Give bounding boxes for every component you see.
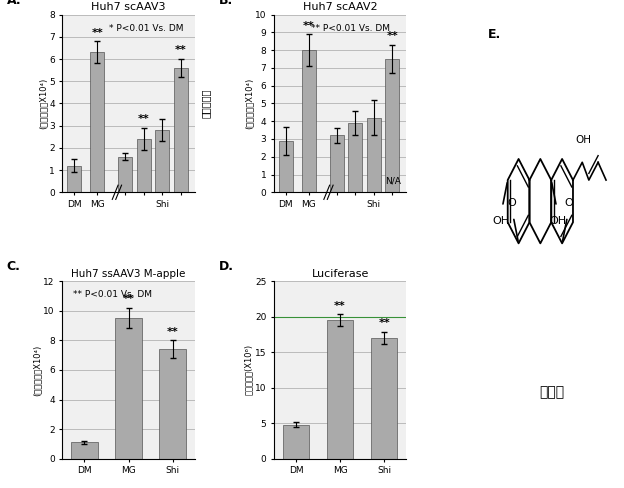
Text: **: ** <box>138 114 150 124</box>
Text: **: ** <box>167 327 178 337</box>
Bar <box>173 68 188 192</box>
Y-axis label: 相对光单位(X10⁶): 相对光单位(X10⁶) <box>245 345 253 395</box>
Bar <box>348 123 362 192</box>
Text: 转基因表达: 转基因表达 <box>200 89 210 118</box>
Text: **: ** <box>123 294 134 304</box>
Text: **: ** <box>378 318 390 328</box>
Bar <box>71 443 98 459</box>
Bar <box>159 349 186 459</box>
Bar <box>302 50 316 192</box>
Bar <box>137 139 150 192</box>
Title: Luciferase: Luciferase <box>311 269 369 279</box>
Bar <box>385 59 399 192</box>
Bar <box>118 157 132 192</box>
Title: Huh7 scAAV3: Huh7 scAAV3 <box>91 2 166 13</box>
Text: OH: OH <box>492 216 510 225</box>
Y-axis label: (视野像素数X10⁴): (视野像素数X10⁴) <box>33 344 42 396</box>
Bar <box>155 130 169 192</box>
Text: OH: OH <box>549 216 567 225</box>
Text: * P<0.01 Vs. DM: * P<0.01 Vs. DM <box>109 23 183 33</box>
Bar <box>371 338 397 459</box>
Text: **: ** <box>334 301 346 311</box>
Bar <box>278 141 293 192</box>
Text: OH: OH <box>575 135 592 144</box>
Text: ** P<0.01 Vs. DM: ** P<0.01 Vs. DM <box>73 290 152 299</box>
Text: **: ** <box>303 20 314 31</box>
Text: N/A: N/A <box>385 176 401 185</box>
Text: **: ** <box>91 28 103 38</box>
Text: 紫草素: 紫草素 <box>539 385 564 399</box>
Bar <box>367 118 381 192</box>
Text: D.: D. <box>218 261 233 273</box>
Bar <box>67 165 81 192</box>
Bar <box>329 136 344 192</box>
Text: O: O <box>564 198 573 208</box>
Text: B.: B. <box>218 0 233 7</box>
Bar <box>283 425 310 459</box>
Text: O: O <box>507 198 516 208</box>
Bar <box>327 320 353 459</box>
Text: ** P<0.01 Vs. DM: ** P<0.01 Vs. DM <box>311 23 390 33</box>
Y-axis label: (视野像素数X10⁴): (视野像素数X10⁴) <box>39 78 47 129</box>
Y-axis label: (视野像素数X10⁴): (视野像素数X10⁴) <box>245 78 253 129</box>
Text: E.: E. <box>488 28 502 41</box>
Text: **: ** <box>386 31 398 41</box>
Text: A.: A. <box>7 0 21 7</box>
Text: **: ** <box>175 45 187 56</box>
Text: C.: C. <box>7 261 21 273</box>
Bar <box>115 318 142 459</box>
Bar <box>90 52 104 192</box>
Title: Huh7 scAAV2: Huh7 scAAV2 <box>303 2 378 13</box>
Title: Huh7 ssAAV3 M-apple: Huh7 ssAAV3 M-apple <box>71 269 186 279</box>
